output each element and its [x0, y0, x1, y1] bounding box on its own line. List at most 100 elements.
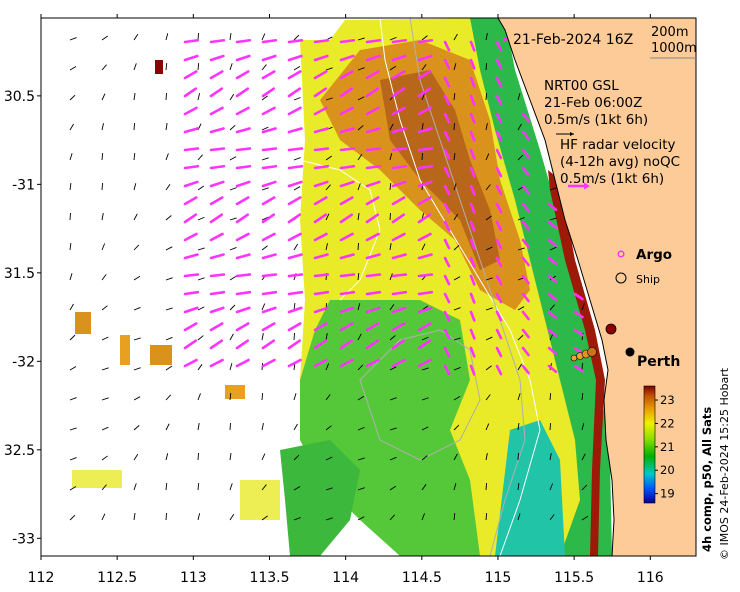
gsl-arrow [357, 67, 365, 71]
date-label: 21-Feb-2024 16Z [513, 32, 633, 48]
gsl-arrow [517, 334, 524, 341]
hf-radar-arrow [391, 164, 408, 170]
hf-radar-arrow [469, 328, 476, 340]
gsl-arrow [485, 365, 492, 371]
sst-patch [225, 385, 245, 399]
hf-radar-arrow [495, 238, 503, 250]
hf-radar-arrow [391, 306, 407, 314]
gsl-arrow [357, 303, 361, 311]
gsl-arrow [261, 303, 266, 311]
hf-radar-arrow [365, 38, 382, 44]
hf-radar-arrow [235, 38, 252, 44]
gsl-arrow [197, 93, 201, 101]
hf-radar-arrow [443, 130, 451, 142]
hf-radar-arrow [443, 346, 451, 358]
hf-radar-arrow [547, 256, 558, 266]
hf-radar-arrow [391, 322, 406, 332]
hf-radar-arrow [209, 253, 225, 260]
gsl-arrow [421, 123, 424, 131]
gsl-arrow [517, 93, 521, 101]
gsl-arrow [357, 213, 360, 221]
hf-radar-arrow [547, 328, 558, 338]
gsl-arrow [581, 453, 586, 461]
gsl-arrow [517, 247, 525, 251]
hf-radar-arrow [365, 273, 382, 278]
gsl-arrow [133, 453, 139, 461]
hf-radar-arrow [417, 54, 433, 62]
sst-field [72, 18, 612, 556]
gsl-arrow [165, 123, 168, 131]
gsl-arrow [549, 453, 552, 461]
gsl-arrow [261, 157, 269, 161]
gsl-arrow [69, 242, 72, 251]
hf-radar-arrow [417, 106, 432, 116]
ship-position [587, 347, 597, 357]
hf-radar-arrow [495, 364, 503, 376]
gsl-arrow [165, 307, 173, 311]
gsl-arrow [261, 64, 267, 71]
hf-radar-arrow [209, 147, 226, 152]
hf-radar-arrow [261, 70, 276, 80]
gsl-arrow [357, 516, 365, 521]
sst-patch [75, 312, 91, 334]
hf-radar-arrow [339, 38, 356, 44]
gsl-arrow [517, 482, 520, 491]
hf-radar-arrow [391, 38, 408, 44]
gsl-arrow [389, 456, 397, 461]
gsl-arrow [485, 153, 490, 161]
gsl-arrow [389, 397, 397, 401]
hf-radar-arrow [339, 127, 355, 134]
gsl-arrow [485, 92, 488, 101]
hf-radar-arrow [287, 106, 302, 116]
credit-label: © IMOS 24-Feb-2024 15:25 Hobart [718, 367, 731, 560]
hf-radar-arrow [573, 310, 584, 319]
gsl-arrow [101, 336, 109, 341]
hf-radar-arrow [443, 58, 451, 70]
gsl-arrow [421, 64, 427, 71]
hf-radar-arrow [469, 166, 476, 178]
hf-radar-arrow [339, 196, 354, 206]
hf-radar-arrow [313, 322, 328, 332]
gsl-arrow [69, 397, 77, 401]
gsl-arrow [69, 94, 76, 101]
gsl-arrow [133, 33, 139, 41]
gsl-arrow [229, 63, 233, 71]
gsl-arrow [453, 213, 459, 221]
hf-radar-arrow [469, 112, 476, 124]
hf-radar-arrow [573, 328, 584, 337]
hf-radar-arrow [339, 164, 356, 170]
hf-radar-arrow [313, 253, 329, 260]
hf-radar-arrow [391, 232, 406, 242]
gsl-arrow [357, 37, 365, 41]
hf-radar-arrow [521, 166, 530, 177]
hf-radar-arrow [209, 213, 224, 224]
hf-radar-arrow [417, 290, 434, 296]
hf-radar-arrow [417, 358, 432, 368]
hf-radar-arrow [261, 232, 276, 242]
hf-radar-arrow [469, 274, 476, 286]
hf-radar-arrow [313, 180, 329, 188]
hf-radar-arrow [365, 127, 381, 134]
hf-radar-arrow [417, 196, 432, 206]
hf-radar-arrow [209, 322, 224, 332]
gsl-arrow [261, 333, 264, 341]
gsl-arrow [101, 274, 107, 281]
hf-radar-arrow [391, 127, 407, 134]
hf-radar-arrow [235, 127, 251, 134]
gsl-arrow [325, 97, 333, 101]
colorbar-ticks: 23 22 21 20 19 [655, 393, 675, 501]
gsl-arrow [389, 36, 397, 41]
gsl-arrow [485, 336, 493, 341]
gsl-arrow [133, 513, 136, 521]
hf-radar-arrow [287, 196, 302, 206]
hf-radar-arrow [261, 127, 277, 134]
hf-radar-arrow [469, 256, 476, 268]
hf-radar-arrow [365, 306, 381, 314]
gsl-arrow [517, 423, 520, 431]
gsl-arrow [581, 362, 583, 371]
gsl-arrow [421, 35, 428, 41]
hf-radar-arrow [339, 180, 355, 188]
hf-radar-arrow [287, 232, 302, 242]
x-axis: 112 112.5 113 113.5 114 114.5 115 115.5 116 [28, 14, 664, 586]
gsl-arrow [101, 484, 107, 491]
